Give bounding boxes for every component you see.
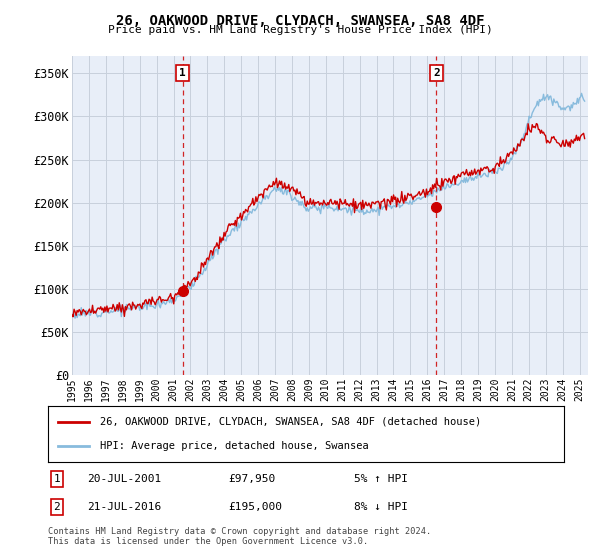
Text: 21-JUL-2016: 21-JUL-2016 xyxy=(87,502,161,512)
Text: 26, OAKWOOD DRIVE, CLYDACH, SWANSEA, SA8 4DF (detached house): 26, OAKWOOD DRIVE, CLYDACH, SWANSEA, SA8… xyxy=(100,417,481,427)
Text: Price paid vs. HM Land Registry's House Price Index (HPI): Price paid vs. HM Land Registry's House … xyxy=(107,25,493,35)
Text: 2: 2 xyxy=(53,502,61,512)
Text: 26, OAKWOOD DRIVE, CLYDACH, SWANSEA, SA8 4DF: 26, OAKWOOD DRIVE, CLYDACH, SWANSEA, SA8… xyxy=(116,14,484,28)
Text: HPI: Average price, detached house, Swansea: HPI: Average price, detached house, Swan… xyxy=(100,441,368,451)
Text: £97,950: £97,950 xyxy=(228,474,275,484)
Text: 5% ↑ HPI: 5% ↑ HPI xyxy=(354,474,408,484)
Text: £195,000: £195,000 xyxy=(228,502,282,512)
Text: 2: 2 xyxy=(433,68,440,78)
Text: 1: 1 xyxy=(179,68,186,78)
Text: 8% ↓ HPI: 8% ↓ HPI xyxy=(354,502,408,512)
Text: 20-JUL-2001: 20-JUL-2001 xyxy=(87,474,161,484)
Text: 1: 1 xyxy=(53,474,61,484)
Text: Contains HM Land Registry data © Crown copyright and database right 2024.
This d: Contains HM Land Registry data © Crown c… xyxy=(48,526,431,546)
